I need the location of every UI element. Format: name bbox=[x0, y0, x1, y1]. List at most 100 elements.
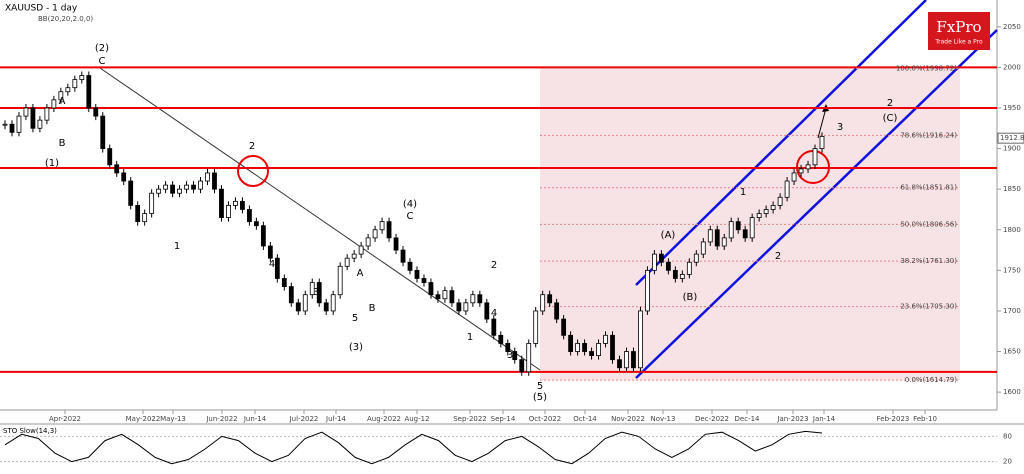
candle bbox=[177, 188, 182, 194]
candle bbox=[693, 253, 699, 263]
x-tick-label: Jan-2023 bbox=[776, 415, 808, 423]
candle bbox=[749, 217, 755, 239]
candle bbox=[819, 135, 825, 149]
wave-label: 1 bbox=[174, 241, 180, 252]
candle bbox=[379, 221, 385, 231]
candle bbox=[93, 107, 99, 117]
x-tick-label: Sep-2022 bbox=[453, 415, 487, 423]
candle bbox=[784, 180, 790, 198]
wave-label: (4) bbox=[403, 199, 417, 210]
wave-label: 3 bbox=[313, 287, 319, 298]
x-tick-label: Feb-10 bbox=[913, 415, 937, 423]
wave-label: (2) bbox=[95, 43, 109, 54]
candle bbox=[477, 294, 483, 304]
wave-label: (1) bbox=[45, 158, 59, 169]
candle bbox=[295, 302, 301, 312]
candle bbox=[337, 265, 343, 296]
candle bbox=[247, 209, 252, 223]
wave-label: (3) bbox=[349, 342, 363, 353]
wave-label: 1 bbox=[740, 187, 746, 198]
candle bbox=[128, 180, 134, 206]
candle bbox=[791, 172, 797, 182]
x-tick-label: Feb-2023 bbox=[877, 415, 910, 423]
candle bbox=[156, 188, 162, 194]
candle bbox=[442, 290, 448, 300]
channel-lower bbox=[635, 29, 998, 379]
candle bbox=[721, 237, 727, 247]
x-tick-label: Oct-14 bbox=[573, 415, 597, 423]
candle bbox=[512, 351, 518, 361]
candle bbox=[393, 237, 399, 251]
last-price-box bbox=[997, 132, 1024, 144]
last-price-label: 1912.82 bbox=[1000, 134, 1024, 142]
wave-label: (C) bbox=[883, 113, 898, 124]
wave-label: 1 bbox=[467, 332, 473, 343]
candle bbox=[770, 205, 776, 210]
candle bbox=[288, 286, 294, 304]
candle bbox=[463, 302, 469, 312]
osc-tick-label: 80 bbox=[1003, 432, 1012, 440]
candle bbox=[233, 200, 238, 206]
wave-label: A bbox=[357, 268, 364, 279]
candle bbox=[149, 192, 155, 214]
candle bbox=[707, 229, 713, 243]
candle bbox=[135, 205, 141, 223]
candle bbox=[596, 343, 601, 357]
candle bbox=[665, 261, 671, 271]
candle bbox=[421, 278, 427, 283]
candle bbox=[686, 261, 692, 275]
candle bbox=[351, 253, 357, 259]
candle bbox=[9, 123, 15, 133]
y-tick-label: 1600 bbox=[1003, 388, 1021, 396]
wave-label: 2 bbox=[491, 260, 497, 271]
candle bbox=[212, 172, 217, 190]
candle bbox=[435, 294, 441, 300]
candle bbox=[798, 168, 804, 174]
x-tick-label: Nov-2022 bbox=[611, 415, 645, 423]
candle bbox=[414, 269, 420, 279]
candle bbox=[763, 209, 769, 214]
candle bbox=[260, 225, 266, 247]
candle bbox=[700, 241, 706, 255]
x-tick-label: Dec-2022 bbox=[695, 415, 729, 423]
fib-label: 0.0%(1614.79) bbox=[905, 376, 957, 384]
x-tick-label: Apr-2022 bbox=[49, 415, 81, 423]
candle bbox=[645, 269, 650, 312]
candle bbox=[638, 310, 643, 369]
candle bbox=[58, 91, 64, 101]
candle bbox=[470, 294, 476, 304]
candle bbox=[575, 343, 580, 352]
candle bbox=[107, 148, 113, 166]
x-tick-label: May-13 bbox=[160, 415, 186, 423]
oscillator-title: STO Slow(14,3) bbox=[3, 427, 57, 435]
y-tick-label: 2000 bbox=[1003, 63, 1021, 71]
candle bbox=[86, 75, 92, 109]
wave-label: 2 bbox=[775, 251, 781, 262]
wave-label: 3 bbox=[507, 350, 513, 361]
x-tick-label: Jan-14 bbox=[812, 415, 836, 423]
candle bbox=[121, 172, 127, 182]
candle bbox=[79, 75, 85, 80]
candle bbox=[400, 249, 406, 263]
candle bbox=[658, 253, 664, 263]
y-tick-label: 1900 bbox=[1003, 145, 1021, 153]
wave-label: 4 bbox=[269, 259, 275, 270]
candle bbox=[742, 229, 748, 239]
candle bbox=[624, 351, 629, 369]
fib-label: 38.2%(1761.30) bbox=[900, 257, 957, 265]
candle bbox=[561, 318, 567, 336]
candle bbox=[589, 351, 594, 357]
candle bbox=[812, 148, 818, 166]
candle bbox=[735, 221, 741, 231]
fib-label: 100.0%(1998.72) bbox=[896, 64, 957, 72]
y-tick-label: 1750 bbox=[1003, 266, 1021, 274]
candle bbox=[72, 79, 78, 89]
candle bbox=[582, 343, 587, 352]
candle bbox=[805, 164, 811, 170]
candle bbox=[184, 184, 189, 190]
candle bbox=[309, 282, 315, 296]
highlight-circle bbox=[237, 155, 269, 187]
candle bbox=[491, 318, 497, 336]
trend-line bbox=[99, 67, 541, 371]
candle bbox=[540, 294, 546, 312]
